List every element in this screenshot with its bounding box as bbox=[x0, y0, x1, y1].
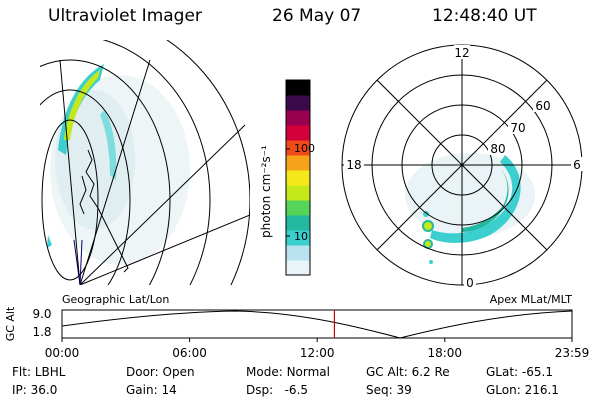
colorbar-segment bbox=[286, 245, 310, 261]
status-value: -6.5 bbox=[276, 383, 309, 397]
status-value: 6.2 Re bbox=[411, 365, 450, 379]
status-label: GLat: bbox=[486, 365, 522, 379]
mlt-label-12: 12 bbox=[454, 46, 469, 60]
status-label: Dsp: bbox=[246, 383, 277, 397]
status-label: Flt: bbox=[12, 365, 35, 379]
latitude-grid bbox=[40, 40, 250, 285]
colorbar-tick-10: 10 bbox=[294, 230, 308, 243]
mlt-label-0: 0 bbox=[466, 276, 474, 290]
status-value: 36.0 bbox=[30, 383, 58, 397]
image-date: 26 May 07 bbox=[272, 6, 362, 26]
status-value: -65.1 bbox=[521, 365, 553, 379]
status-item-ip: IP: 36.0 bbox=[12, 384, 57, 396]
aurora-oval bbox=[405, 153, 535, 264]
xtick-label: 23:59 bbox=[555, 346, 590, 360]
altitude-ytick-top: 9.0 bbox=[32, 307, 51, 321]
colorbar-label: photon cm⁻²s⁻¹ bbox=[259, 145, 273, 238]
altitude-plot-frame bbox=[61, 309, 573, 339]
geographic-map bbox=[40, 40, 250, 285]
altitude-xticks: 00:00 06:00 12:00 18:00 23:59 bbox=[45, 338, 590, 360]
polar-plot: 12 18 6 0 80 70 60 bbox=[341, 44, 583, 290]
colorbar-segment bbox=[286, 125, 310, 141]
altitude-curve bbox=[61, 310, 573, 339]
status-item-dsp: Dsp: -6.5 bbox=[246, 384, 308, 396]
colorbar-segment bbox=[286, 170, 310, 186]
instrument-title: Ultraviolet Imager bbox=[48, 6, 202, 26]
status-item-seq: Seq: 39 bbox=[366, 384, 412, 396]
status-label: Seq: bbox=[366, 383, 397, 397]
status-value: 14 bbox=[161, 383, 177, 397]
polar-grid bbox=[341, 44, 583, 286]
status-label: GC Alt: bbox=[366, 365, 412, 379]
status-value: 216.1 bbox=[524, 383, 559, 397]
mlat-label-80: 80 bbox=[490, 142, 505, 156]
status-item-flt: Flt: LBHL bbox=[12, 366, 65, 378]
colorbar-segment bbox=[286, 215, 310, 231]
image-time: 12:48:40 UT bbox=[432, 6, 537, 26]
mlt-label-6: 6 bbox=[573, 158, 581, 172]
dayside-lines bbox=[73, 239, 83, 285]
status-label: GLon: bbox=[486, 383, 525, 397]
status-item-glon: GLon: 216.1 bbox=[486, 384, 559, 396]
colorbar-tick-100: 100 bbox=[294, 142, 315, 155]
status-value: 39 bbox=[396, 383, 412, 397]
colorbar-segment bbox=[286, 140, 310, 156]
altitude-ytick-bottom: 1.8 bbox=[32, 325, 51, 339]
status-item-mode: Mode: Normal bbox=[246, 366, 330, 378]
status-item-gain: Gain: 14 bbox=[126, 384, 177, 396]
xtick-label: 18:00 bbox=[427, 346, 462, 360]
colorbar-segment bbox=[286, 185, 310, 201]
coastline bbox=[79, 149, 129, 273]
status-label: Mode: bbox=[246, 365, 287, 379]
colorbar-segment bbox=[286, 200, 310, 216]
longitude-grid bbox=[59, 59, 250, 285]
colorbar-segment bbox=[286, 80, 310, 96]
status-item-gcalt: GC Alt: 6.2 Re bbox=[366, 366, 450, 378]
status-value: Normal bbox=[286, 365, 330, 379]
status-item-door: Door: Open bbox=[126, 366, 195, 378]
colorbar-segment bbox=[286, 260, 310, 276]
status-label: IP: bbox=[12, 383, 31, 397]
xtick-label: 06:00 bbox=[172, 346, 207, 360]
status-item-glat: GLat: -65.1 bbox=[486, 366, 553, 378]
colorbar-segment bbox=[286, 155, 310, 171]
colorbar-segment bbox=[286, 230, 310, 246]
xtick-label: 12:00 bbox=[300, 346, 335, 360]
mlat-label-70: 70 bbox=[510, 121, 525, 135]
status-value: Open bbox=[162, 365, 195, 379]
status-label: Gain: bbox=[126, 383, 162, 397]
altitude-plot: Geographic Lat/Lon Apex MLat/MLT 9.0 1.8… bbox=[4, 293, 589, 360]
color-bar bbox=[285, 79, 311, 276]
colorbar-segment bbox=[286, 95, 310, 111]
xtick-label: 00:00 bbox=[45, 346, 80, 360]
colorbar-segment bbox=[286, 110, 310, 126]
map-background-speckle bbox=[50, 75, 190, 265]
mlt-label-18: 18 bbox=[346, 158, 361, 172]
colorbar-frame bbox=[285, 79, 311, 276]
altitude-ylabel: GC Alt bbox=[4, 306, 17, 341]
status-label: Door: bbox=[126, 365, 163, 379]
aurora-band-left bbox=[47, 64, 117, 248]
map-label-apex: Apex MLat/MLT bbox=[490, 293, 573, 306]
mlat-label-60: 60 bbox=[535, 99, 550, 113]
status-value: LBHL bbox=[34, 365, 66, 379]
map-label-geographic: Geographic Lat/Lon bbox=[62, 293, 169, 306]
